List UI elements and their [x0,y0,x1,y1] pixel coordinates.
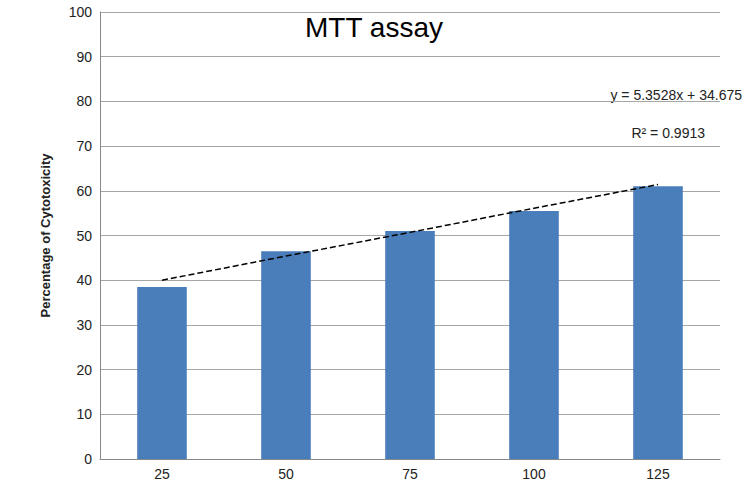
svg-text:R² = 0.9913: R² = 0.9913 [631,125,705,141]
svg-text:MTT assay: MTT assay [305,12,443,43]
svg-text:50: 50 [278,466,294,482]
svg-text:20: 20 [76,362,92,378]
svg-text:80: 80 [76,93,92,109]
svg-text:75: 75 [402,466,418,482]
svg-text:60: 60 [76,183,92,199]
svg-text:0: 0 [84,451,92,467]
svg-text:90: 90 [76,49,92,65]
svg-text:30: 30 [76,317,92,333]
svg-text:y = 5.3528x + 34.675: y = 5.3528x + 34.675 [610,87,742,103]
svg-text:25: 25 [154,466,170,482]
svg-text:Percentage of Cytotoxicity: Percentage of Cytotoxicity [38,153,53,318]
svg-text:100: 100 [522,466,546,482]
svg-text:70: 70 [76,138,92,154]
svg-text:125: 125 [646,466,670,482]
svg-text:10: 10 [76,406,92,422]
svg-text:40: 40 [76,272,92,288]
svg-text:50: 50 [76,228,92,244]
svg-text:100: 100 [69,4,93,20]
